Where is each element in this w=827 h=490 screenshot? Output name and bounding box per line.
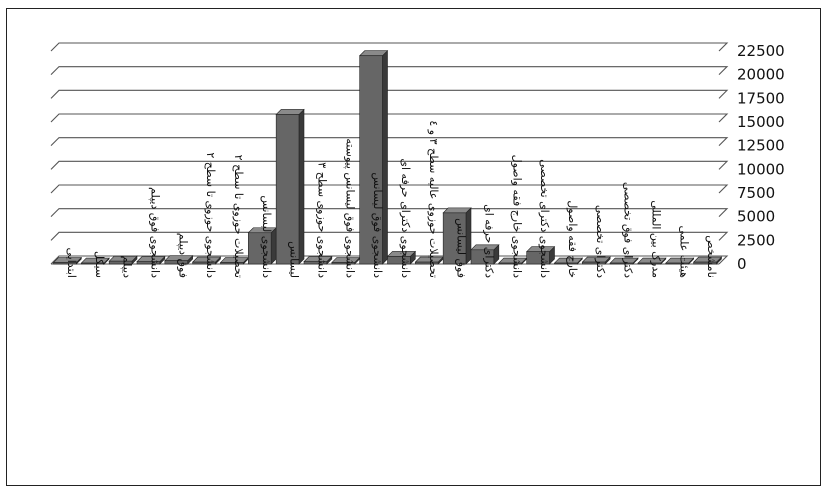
x-category-label: دانشجوی حوزوی تا سطح ۲: [204, 152, 217, 278]
gridline: [50, 66, 729, 76]
y-tick-label: 20000: [737, 66, 785, 84]
y-tick-label: 0: [737, 255, 747, 273]
gridline: [50, 89, 729, 99]
x-category-label: دانشجوی فوق لیسانس: [371, 172, 384, 278]
bar: [275, 108, 305, 265]
y-tick-label: 2500: [737, 231, 775, 249]
bar: [108, 255, 138, 265]
bar: [498, 257, 528, 265]
x-category-label: دانشجوی دکترای تخصصی: [538, 159, 551, 278]
bar: [665, 257, 695, 265]
y-axis-ticks: 0 2500 5000 7500 10000 12500 15000 17500 20000 22…: [737, 42, 785, 273]
y-tick-label: 10000: [737, 160, 785, 178]
gridline: [50, 160, 729, 170]
x-category-label: لیسانس: [288, 241, 301, 278]
x-category-label: دکترای فوق تخصصی: [622, 182, 635, 278]
bar: [191, 256, 222, 265]
bar: [164, 254, 194, 265]
x-category-label: دانشجوی لیسانس: [260, 195, 273, 278]
gridline: [50, 231, 729, 241]
bar-chart: 0 2500 5000 7500 10000 12500 15000 17500 20000 22…: [50, 42, 785, 278]
bar: [303, 255, 333, 265]
x-category-label: دانشجوی حوزوی سطح ۳: [315, 162, 328, 278]
gridline: [50, 42, 729, 52]
bar: [553, 257, 584, 265]
bar: [358, 50, 389, 265]
gridline: [50, 137, 729, 147]
gridline: [50, 208, 729, 218]
bars: [52, 50, 723, 265]
x-category-label: دانشجوی فوق دیپلم: [148, 187, 161, 278]
x-category-label: دانشجوی خارج فقه واصول: [510, 155, 523, 278]
bar: [525, 245, 556, 265]
gridline: [50, 184, 729, 194]
x-category-label: دکترای حرفه ای: [482, 204, 495, 278]
x-category-label: دانشجوی فوق لیسانس پیوسته: [343, 138, 356, 278]
x-axis-labels: ابتدایی سیکل دیپلم دانشجوی فوق دیپلم فوق دیپ…: [65, 120, 718, 278]
x-category-label: سیکل: [93, 251, 106, 278]
bar: [80, 257, 110, 265]
bar: [637, 257, 667, 265]
x-category-label: خارج فقه واصول: [566, 200, 579, 278]
gridline: [50, 113, 729, 123]
chart-frame: 0 2500 5000 7500 10000 12500 15000 17500 20000 22…: [6, 8, 821, 486]
bar: [470, 244, 500, 265]
bar: [414, 256, 444, 265]
y-tick-label: 5000: [737, 208, 775, 226]
bar: [386, 250, 417, 265]
bar: [692, 256, 723, 265]
y-tick-label: 7500: [737, 184, 775, 202]
x-category-label: فوق دیپلم: [176, 233, 189, 278]
y-tick-label: 12500: [737, 137, 785, 155]
bar: [52, 256, 83, 265]
x-category-label: تحصیلات حوزوی عالیه سطح ۳ و ٤: [427, 120, 440, 278]
bar: [331, 256, 361, 265]
y-tick-label: 22500: [737, 42, 785, 60]
y-tick-label: 17500: [737, 89, 785, 107]
y-tick-label: 15000: [737, 113, 785, 131]
x-category-label: دانشجوی دکترای حرفه ای: [399, 158, 412, 278]
x-category-label: دکترای تخصصی: [594, 205, 607, 278]
x-category-label: هیئت علمی: [677, 226, 690, 279]
bar: [581, 256, 611, 265]
x-category-label: ابتدایی: [65, 248, 78, 279]
x-category-label: دیپلم: [121, 256, 134, 278]
x-category-label: فوق لیسانس: [455, 218, 468, 278]
bar: [136, 255, 166, 265]
grid-lines: [50, 42, 729, 265]
bar: [609, 257, 639, 265]
x-category-label: نامشخص: [705, 235, 718, 278]
x-category-label: مدرک بین المللی: [649, 200, 662, 278]
x-category-label: تحصیلات حوزوی تا سطح ۲: [232, 155, 245, 278]
bar: [442, 207, 472, 265]
